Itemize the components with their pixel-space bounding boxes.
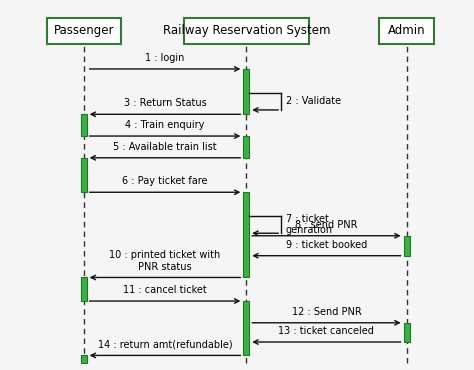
Text: 5 : Available train list: 5 : Available train list bbox=[113, 142, 217, 152]
Text: Passenger: Passenger bbox=[54, 24, 114, 37]
Text: 13 : ticket canceled: 13 : ticket canceled bbox=[279, 326, 374, 336]
Bar bbox=[243, 192, 249, 278]
Bar bbox=[183, 18, 309, 44]
Text: 10 : printed ticket with
PNR status: 10 : printed ticket with PNR status bbox=[109, 250, 220, 272]
Bar bbox=[403, 323, 410, 342]
Text: 11 : cancel ticket: 11 : cancel ticket bbox=[123, 285, 207, 295]
Bar bbox=[81, 356, 87, 363]
Bar bbox=[46, 18, 121, 44]
Text: 6 : Pay ticket fare: 6 : Pay ticket fare bbox=[122, 176, 208, 186]
Text: 9 : ticket booked: 9 : ticket booked bbox=[286, 240, 367, 250]
Text: 12 : Send PNR: 12 : Send PNR bbox=[292, 307, 361, 317]
Bar bbox=[379, 18, 434, 44]
Text: 3 : Return Status: 3 : Return Status bbox=[124, 98, 206, 108]
Bar bbox=[81, 114, 87, 136]
Text: Railway Reservation System: Railway Reservation System bbox=[163, 24, 330, 37]
Bar bbox=[81, 158, 87, 192]
Bar bbox=[243, 136, 249, 158]
Bar bbox=[243, 301, 249, 356]
Text: 1 : login: 1 : login bbox=[146, 53, 185, 63]
Text: 8 : send PNR: 8 : send PNR bbox=[295, 220, 358, 230]
Text: 7 : ticket
genration: 7 : ticket genration bbox=[286, 214, 333, 235]
Bar bbox=[81, 278, 87, 301]
Bar bbox=[403, 236, 410, 256]
Text: 2 : Validate: 2 : Validate bbox=[286, 96, 341, 106]
Text: 14 : return amt(refundable): 14 : return amt(refundable) bbox=[98, 340, 232, 350]
Text: 4 : Train enquiry: 4 : Train enquiry bbox=[125, 120, 205, 130]
Text: Admin: Admin bbox=[388, 24, 425, 37]
Bar bbox=[243, 69, 249, 114]
